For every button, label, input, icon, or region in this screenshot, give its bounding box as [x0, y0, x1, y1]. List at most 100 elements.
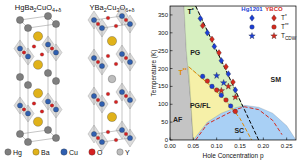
- text-part: *: [192, 7, 194, 13]
- atom: [107, 36, 116, 45]
- atom-legend-label: O: [97, 149, 103, 156]
- atom: [119, 89, 124, 94]
- atom: [16, 130, 23, 137]
- y-tick-label: 300: [158, 30, 169, 36]
- y-tick-label: 150: [158, 83, 169, 89]
- atom: [40, 53, 44, 57]
- x-tick-label: 0.20: [257, 143, 269, 149]
- atom: [16, 73, 23, 80]
- atom: [91, 17, 96, 22]
- polyhedron: [50, 101, 62, 118]
- atom: [32, 102, 36, 106]
- atom-legend-label: Hg: [13, 149, 22, 157]
- phase-boundary: [189, 67, 252, 140]
- y-tick: [170, 68, 173, 69]
- x-tick: [286, 138, 287, 141]
- polyhedron: [22, 105, 34, 122]
- atom: [50, 47, 54, 51]
- atom: [53, 50, 58, 55]
- atom: [44, 126, 51, 133]
- legend-marker: [271, 33, 277, 39]
- crystal-structure: [14, 12, 62, 145]
- legend-label: T**: [281, 23, 289, 31]
- atom: [124, 18, 128, 22]
- data-point: [210, 36, 215, 42]
- text-part: **: [285, 23, 289, 28]
- atom: [119, 127, 124, 132]
- atom: [99, 139, 104, 144]
- y-axis-title: Temperature (K): [150, 50, 158, 97]
- atom: [50, 104, 54, 108]
- atom: [127, 59, 132, 64]
- atom: [44, 12, 51, 19]
- y-tick: [170, 86, 173, 87]
- x-tick: [170, 138, 171, 141]
- data-point: [213, 72, 219, 78]
- text-part: **: [183, 67, 187, 73]
- legend-marker: [249, 33, 255, 39]
- data-point: [225, 83, 231, 89]
- legend-marker: [250, 15, 255, 21]
- atom-legend-label: Y: [125, 149, 130, 156]
- x-tick: [240, 138, 241, 141]
- legend-marker: [272, 15, 277, 21]
- data-point: [220, 79, 226, 85]
- plot-area: [170, 6, 296, 140]
- atom: [33, 32, 42, 41]
- x-tick-label: 0.10: [211, 143, 223, 149]
- data-point: [226, 71, 231, 77]
- y-tick: [170, 14, 173, 15]
- text-part: 6+δ: [125, 7, 134, 13]
- text-part: CuO: [37, 3, 53, 12]
- atom: [91, 93, 96, 98]
- polyhedron: [50, 44, 62, 61]
- curve-label: T*: [187, 7, 193, 16]
- y-tick-label: 350: [158, 12, 169, 18]
- data-point: [214, 88, 219, 93]
- atom: [124, 94, 128, 98]
- phase-boundary: [196, 6, 259, 140]
- data-point: [205, 30, 210, 36]
- atom: [53, 107, 58, 112]
- data-point: [224, 98, 229, 103]
- y-tick: [170, 104, 173, 105]
- polyhedron: [96, 95, 108, 113]
- region-label: SM: [271, 76, 282, 83]
- atom: [33, 89, 42, 98]
- data-point: [217, 50, 222, 56]
- atom: [33, 60, 42, 69]
- atom: [45, 99, 50, 104]
- x-axis-title: Hole Concentration p: [202, 152, 263, 160]
- data-point: [212, 43, 217, 49]
- data-point: [205, 79, 210, 84]
- y-tick-label: 0: [165, 137, 169, 143]
- data-point: [200, 22, 205, 28]
- data-point: [224, 64, 229, 70]
- polyhedron: [96, 19, 108, 37]
- text-part: CDW: [285, 36, 297, 41]
- atom: [124, 132, 128, 136]
- y-tick: [170, 140, 173, 141]
- y-tick-label: 100: [158, 101, 169, 107]
- data-point: [198, 15, 203, 21]
- atom: [16, 16, 23, 23]
- y-tick-label: 250: [158, 48, 169, 54]
- atom: [106, 54, 110, 58]
- atom: [24, 81, 31, 88]
- atom: [99, 101, 104, 106]
- text-part: 4+δ: [52, 7, 61, 13]
- x-tick-label: 0.05: [187, 143, 199, 149]
- polyhedron: [124, 91, 136, 109]
- atom-legend-marker: [89, 149, 95, 155]
- atom: [124, 56, 128, 60]
- legend-header: YBCO: [265, 6, 283, 12]
- atom: [106, 130, 110, 134]
- region-label: PG: [190, 49, 201, 56]
- atom: [52, 134, 59, 141]
- atom: [22, 51, 26, 55]
- polyhedron: [124, 53, 136, 71]
- atom: [106, 92, 110, 96]
- legend-header: Hg1201: [241, 6, 263, 12]
- atom: [17, 103, 22, 108]
- region-label: PG/FL: [190, 102, 211, 109]
